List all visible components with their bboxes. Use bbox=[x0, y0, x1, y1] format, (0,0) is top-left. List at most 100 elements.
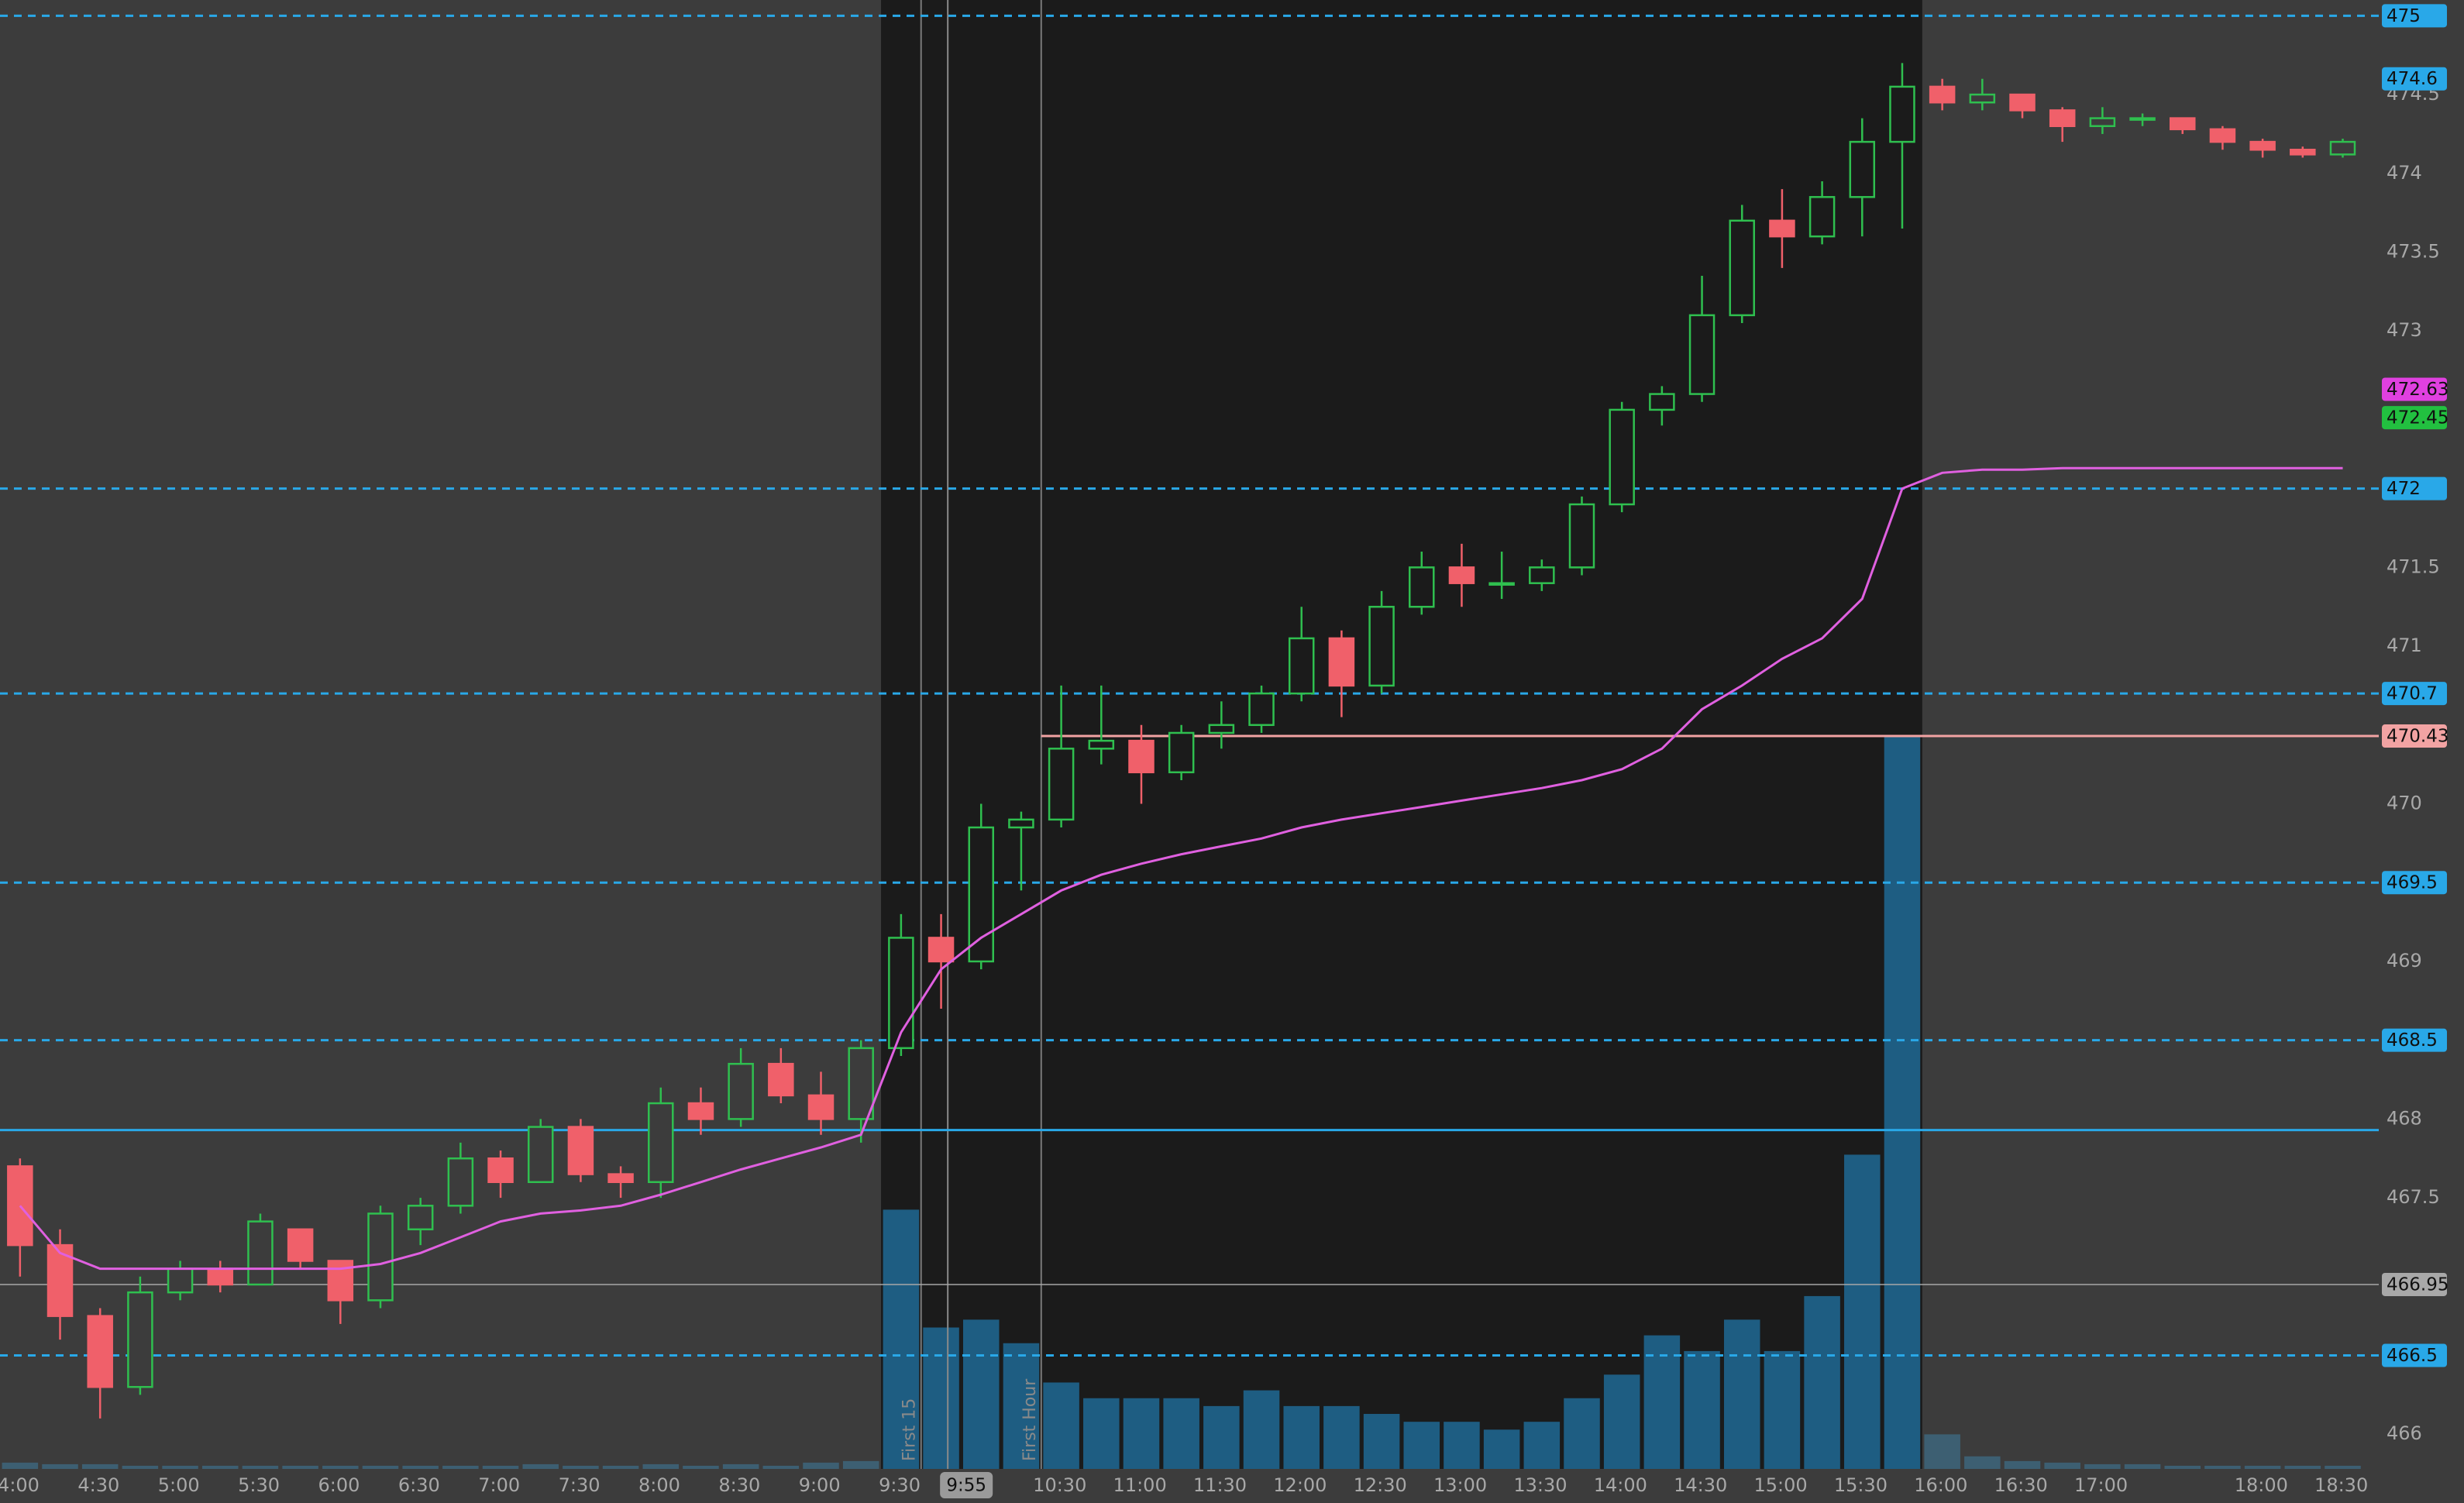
y-tick-label: 468 bbox=[2387, 1107, 2422, 1129]
volume-bar bbox=[42, 1463, 78, 1469]
volume-bar bbox=[2204, 1465, 2241, 1469]
candle-body bbox=[407, 1205, 434, 1231]
x-tick-label: 18:30 bbox=[2314, 1474, 2368, 1496]
candle-body bbox=[567, 1126, 594, 1175]
candle-body bbox=[487, 1157, 514, 1184]
volume-bar bbox=[1844, 1154, 1881, 1469]
candle-body bbox=[1568, 503, 1595, 569]
volume-bar bbox=[1884, 734, 1921, 1469]
volume-bar bbox=[2004, 1460, 2041, 1469]
volume-bar bbox=[1363, 1414, 1400, 1469]
candle-body bbox=[1649, 393, 1675, 411]
volume-bar bbox=[322, 1465, 359, 1469]
volume-bar bbox=[563, 1465, 599, 1469]
volume-bar bbox=[1723, 1319, 1760, 1469]
candle-body bbox=[1168, 731, 1195, 774]
candle-body bbox=[1729, 219, 1755, 317]
x-tick-label: 14:00 bbox=[1594, 1474, 1647, 1496]
candle-body bbox=[1448, 566, 1475, 584]
candle-body bbox=[1288, 637, 1315, 695]
candle-body bbox=[167, 1267, 194, 1294]
y-tick-label: 466 bbox=[2387, 1422, 2422, 1444]
cursor-label: 9:55 bbox=[946, 1476, 986, 1496]
volume-bar bbox=[2124, 1463, 2161, 1469]
price-badge-label: 469.5 bbox=[2387, 873, 2438, 893]
price-badge bbox=[2382, 406, 2447, 430]
candle-body bbox=[327, 1260, 354, 1302]
candle-body bbox=[247, 1220, 274, 1286]
x-tick-label: 13:30 bbox=[1513, 1474, 1567, 1496]
regular-session bbox=[881, 0, 1922, 1469]
x-tick-label: 16:00 bbox=[1914, 1474, 1967, 1496]
volume-bar bbox=[602, 1465, 639, 1469]
volume-bar bbox=[81, 1463, 119, 1469]
candle-body bbox=[1328, 637, 1355, 687]
price-badge bbox=[2382, 1343, 2447, 1367]
price-layer bbox=[7, 63, 2356, 1419]
x-tick-label: 10:30 bbox=[1033, 1474, 1086, 1496]
volume-bar bbox=[642, 1463, 680, 1469]
volume-bar bbox=[2164, 1465, 2201, 1469]
volume-bar bbox=[1323, 1405, 1360, 1469]
x-tick-label: 5:30 bbox=[238, 1474, 280, 1496]
candle-body bbox=[1488, 582, 1515, 586]
candle-body bbox=[1208, 724, 1235, 734]
volume-bar bbox=[1003, 1343, 1040, 1469]
volume-bar bbox=[722, 1463, 759, 1469]
volume-bar bbox=[962, 1319, 1000, 1469]
marker-label: First 15 bbox=[900, 1398, 920, 1461]
candle-body bbox=[1368, 605, 1395, 687]
volume-bar bbox=[803, 1462, 839, 1469]
x-tick-label: 11:00 bbox=[1113, 1474, 1167, 1496]
candle-body bbox=[2049, 109, 2076, 127]
y-tick-label: 473 bbox=[2387, 319, 2422, 341]
candle-body bbox=[888, 937, 914, 1050]
volume-bar bbox=[2325, 1465, 2361, 1469]
candle-body bbox=[1929, 85, 1956, 104]
price-badge-label: 468.5 bbox=[2387, 1030, 2438, 1051]
candle-body bbox=[207, 1267, 234, 1286]
y-tick-label: 470 bbox=[2387, 793, 2422, 814]
candle-body bbox=[1849, 140, 1876, 198]
candle-body bbox=[2290, 149, 2316, 156]
x-tick-label: 11:30 bbox=[1193, 1474, 1247, 1496]
volume-bar bbox=[1684, 1350, 1720, 1469]
volume-bar bbox=[1163, 1398, 1199, 1469]
x-tick-label: 6:30 bbox=[398, 1474, 440, 1496]
candle-body bbox=[2209, 128, 2236, 143]
candle-body bbox=[367, 1212, 394, 1302]
candle-body bbox=[2329, 140, 2356, 156]
x-tick-label: 14:30 bbox=[1674, 1474, 1727, 1496]
candle-body bbox=[607, 1173, 634, 1184]
price-badge-label: 475 bbox=[2387, 6, 2421, 26]
volume-bar bbox=[1603, 1374, 1640, 1469]
level-layer: First 15 First Hour bbox=[0, 0, 2379, 1469]
price-badge-label: 470.43 bbox=[2387, 727, 2449, 747]
volume-bar bbox=[1523, 1422, 1561, 1469]
candle-body bbox=[648, 1102, 674, 1184]
volume-bar bbox=[202, 1465, 239, 1469]
x-tick-label: 5:00 bbox=[158, 1474, 200, 1496]
volume-bar bbox=[1564, 1398, 1600, 1469]
candle-body bbox=[1088, 739, 1115, 750]
volume-bar bbox=[1203, 1405, 1240, 1469]
x-tick-label: 18:00 bbox=[2235, 1474, 2288, 1496]
candle-body bbox=[768, 1062, 794, 1097]
candle-body bbox=[1128, 739, 1155, 774]
volume-bar bbox=[1083, 1398, 1120, 1469]
volume-bar bbox=[402, 1465, 439, 1469]
volume-bar bbox=[2044, 1462, 2080, 1469]
volume-bar bbox=[242, 1465, 279, 1469]
volume-bar bbox=[1804, 1295, 1840, 1469]
price-badge bbox=[2382, 724, 2447, 748]
volume-bar bbox=[883, 1209, 920, 1469]
price-badge bbox=[2382, 1272, 2447, 1296]
volume-bar bbox=[162, 1465, 198, 1469]
price-badge bbox=[2382, 67, 2447, 91]
candle-body bbox=[1688, 314, 1716, 395]
price-badge-label: 474.6 bbox=[2387, 69, 2438, 89]
volume-bar bbox=[2084, 1463, 2121, 1469]
volume-bar bbox=[1643, 1335, 1681, 1469]
volume-bar bbox=[2284, 1465, 2321, 1469]
price-badge-label: 472.45 bbox=[2387, 408, 2449, 428]
